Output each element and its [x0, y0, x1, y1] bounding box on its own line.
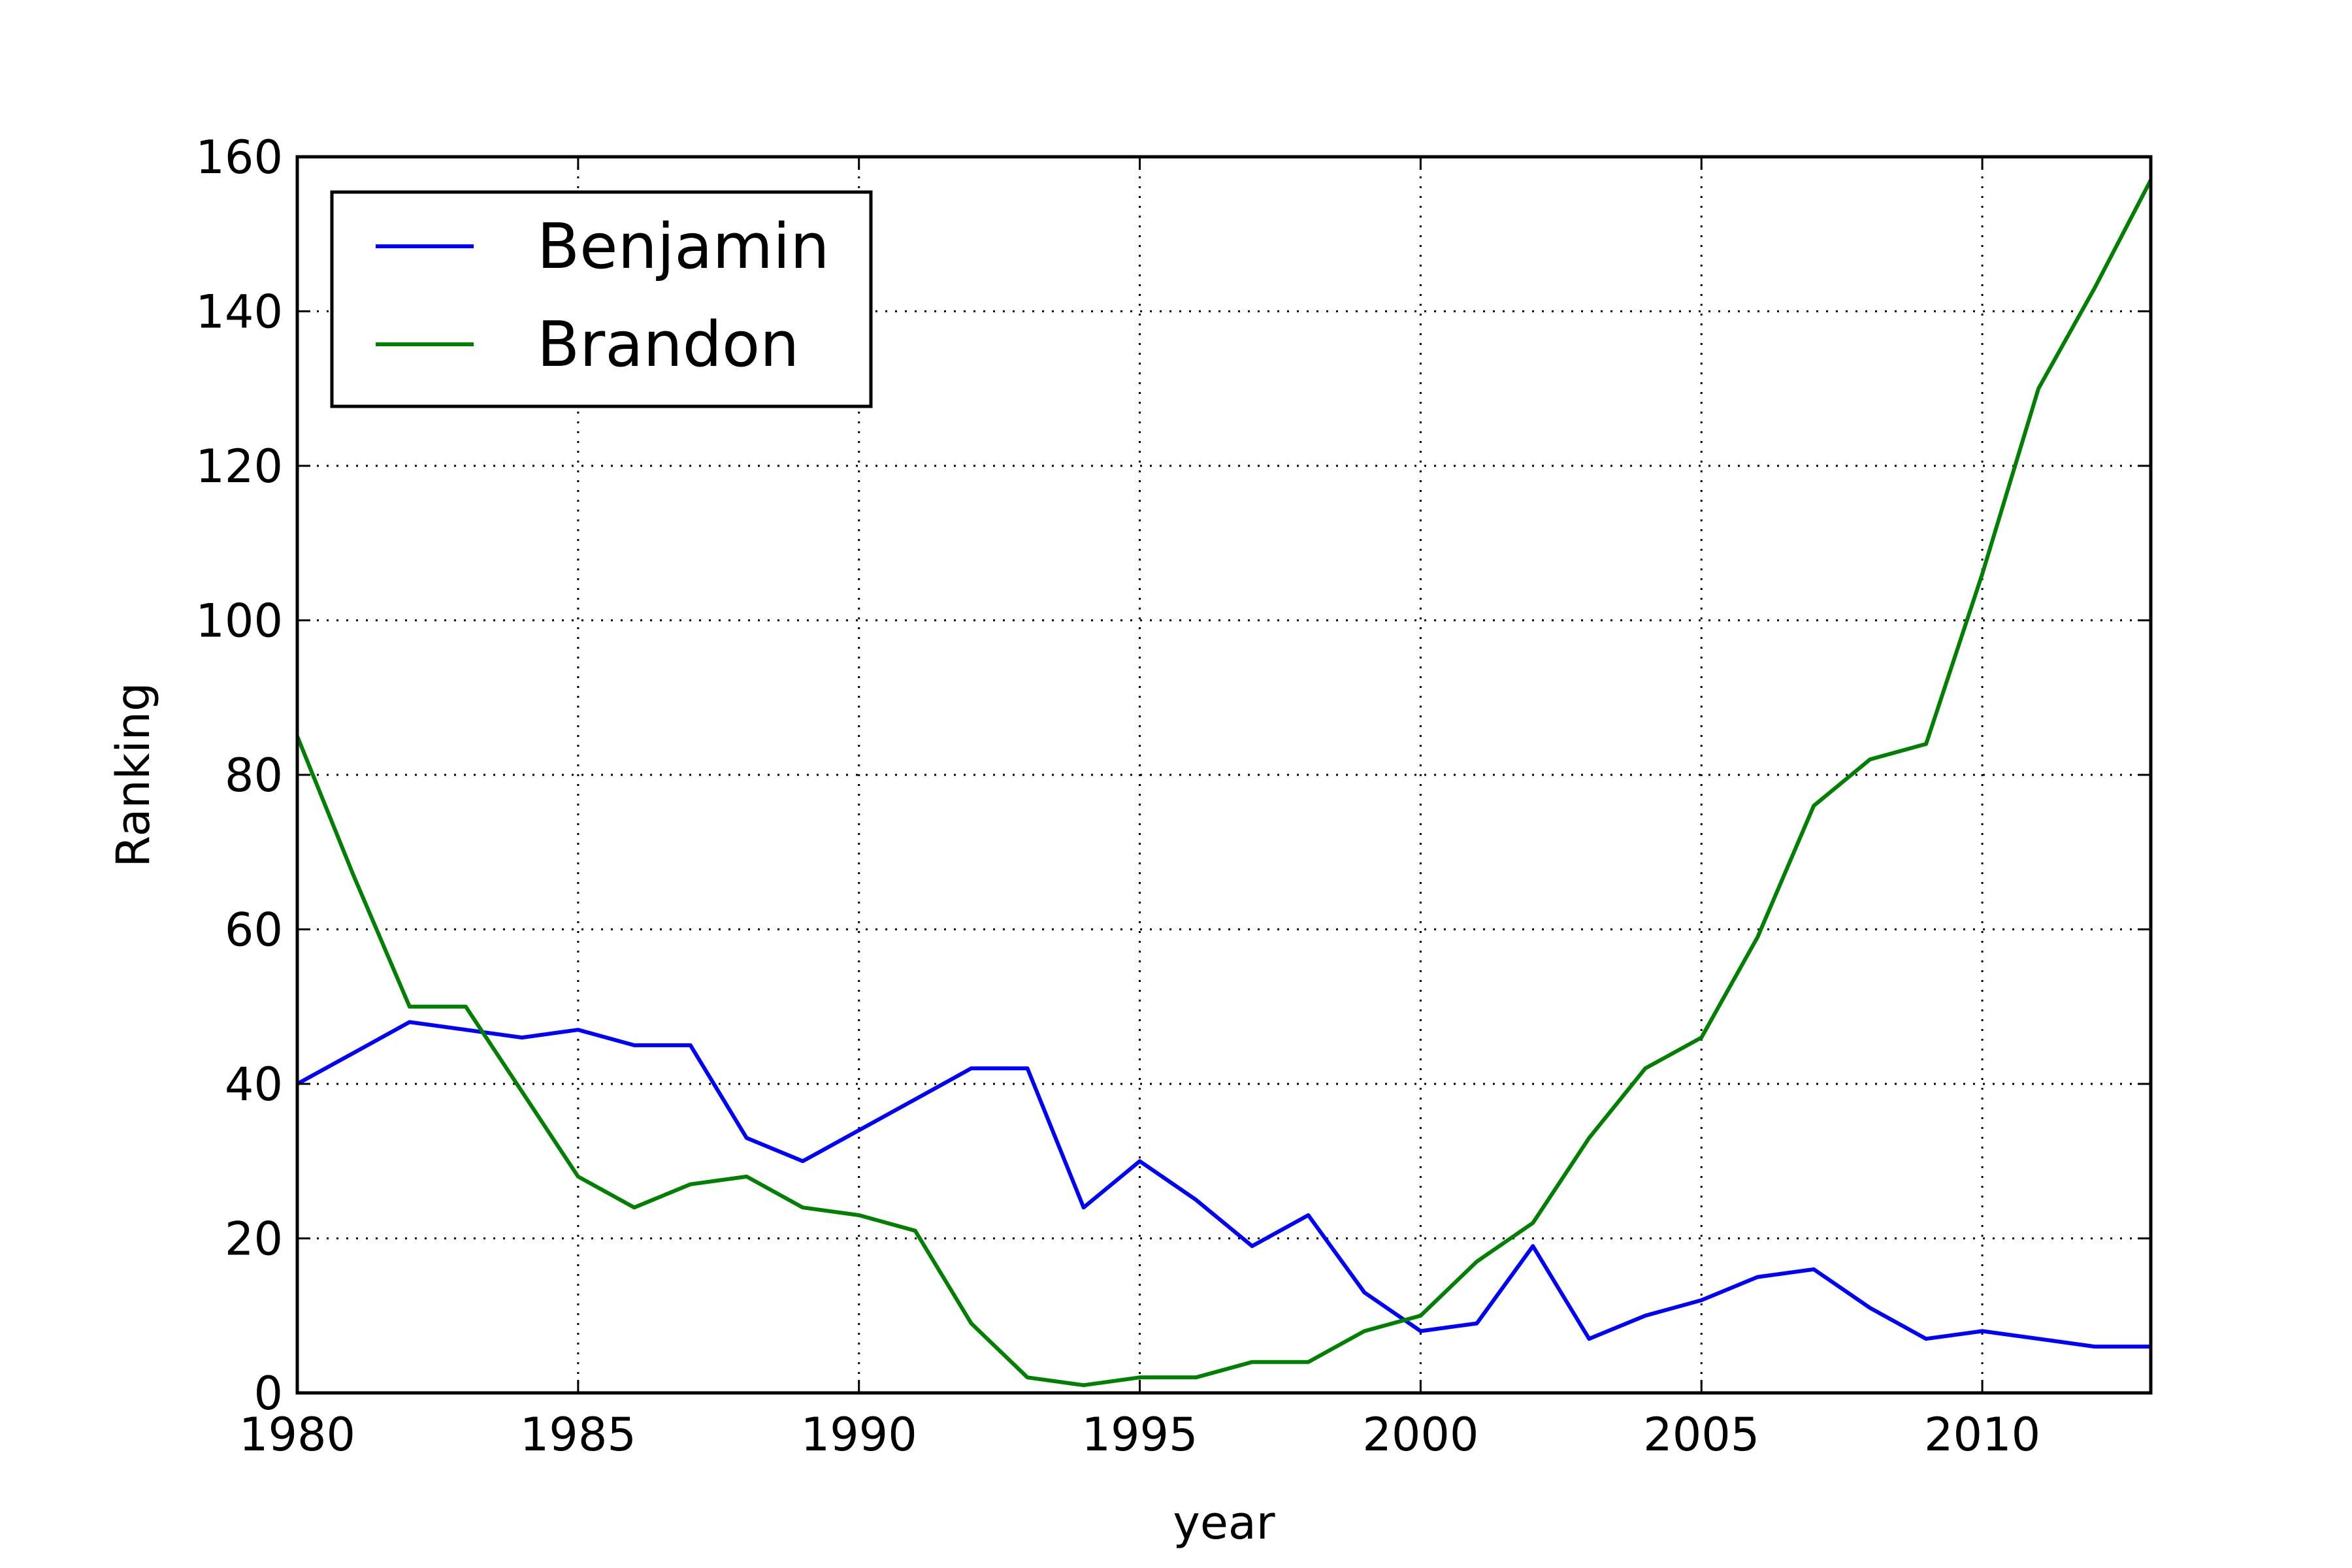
x-tick-label: 2005 — [1643, 1408, 1759, 1462]
x-tick-label: 1995 — [1081, 1408, 1198, 1462]
y-tick-label: 20 — [225, 1213, 283, 1266]
series-line-brandon — [295, 179, 2153, 1388]
legend-box — [330, 190, 873, 408]
series-line-benjamin — [296, 1020, 2151, 1349]
y-tick-label: 160 — [195, 131, 283, 184]
y-tick-label: 0 — [253, 1367, 283, 1420]
legend-label-brandon: Brandon — [537, 309, 799, 381]
y-tick-label: 60 — [225, 904, 283, 957]
legend-label-benjamin: Benjamin — [537, 211, 830, 283]
axis-ticks: 1980 1985 1990 1995 2000 2005 2010 0 20 40 60 80 100… — [195, 131, 2151, 1462]
x-tick-label: 1985 — [520, 1408, 636, 1462]
x-tick-label: 1980 — [239, 1408, 355, 1462]
y-tick-label: 40 — [225, 1058, 283, 1111]
series-lines — [295, 179, 2153, 1388]
legend: Benjamin Brandon — [330, 190, 873, 408]
x-axis-label: year — [1173, 1496, 1275, 1550]
x-tick-label: 2010 — [1924, 1408, 2040, 1462]
x-tick-label: 1990 — [801, 1408, 917, 1462]
y-tick-label: 120 — [195, 440, 283, 493]
y-tick-label: 80 — [225, 749, 283, 802]
y-axis-label: Ranking — [106, 682, 160, 867]
y-tick-label: 100 — [195, 595, 283, 648]
x-tick-label: 2000 — [1362, 1408, 1478, 1462]
y-tick-label: 140 — [195, 286, 283, 339]
